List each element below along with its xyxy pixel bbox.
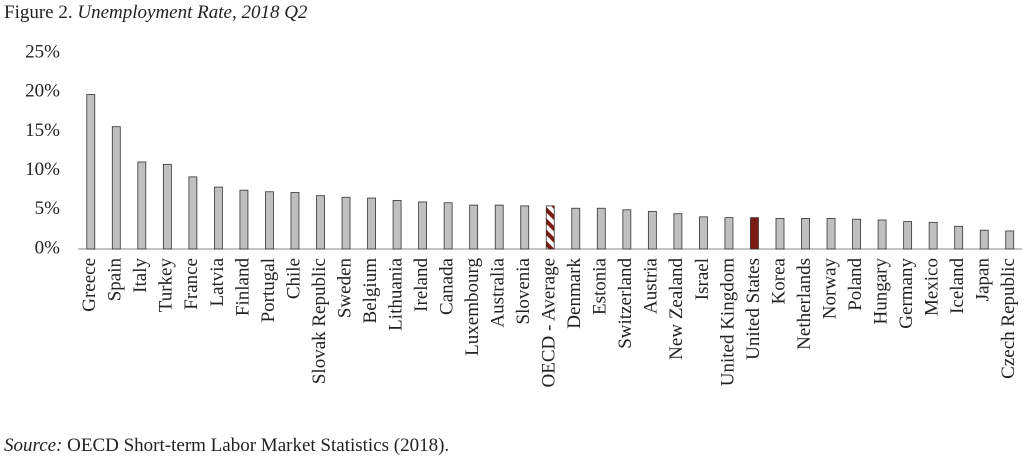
x-tick-label: Lithuania [385, 257, 406, 330]
bar [265, 191, 274, 250]
x-tick-label: Latvia [207, 257, 228, 306]
bar [469, 204, 479, 250]
bar [1005, 230, 1015, 250]
title-text: Unemployment Rate, 2018 Q2 [77, 2, 308, 23]
x-tick-label: Chile [283, 258, 304, 299]
x-tick-label: France [181, 258, 202, 310]
x-tick-label: Norway [819, 258, 840, 320]
bar [877, 219, 887, 250]
bar [699, 216, 708, 250]
x-tick-label: Iceland [947, 258, 968, 314]
y-tick-label: 15% [25, 120, 60, 141]
bar [979, 229, 989, 250]
x-tick-label: Turkey [156, 258, 177, 313]
bar [724, 217, 734, 250]
bar [443, 202, 453, 250]
x-tick-label: Denmark [564, 258, 585, 329]
bar [928, 221, 938, 250]
x-tick-label: Ireland [411, 258, 432, 312]
x-tick-label: Italy [130, 258, 151, 293]
bar [137, 161, 147, 250]
bar [367, 197, 376, 250]
bar [852, 218, 861, 250]
y-tick-label: 5% [35, 198, 61, 219]
x-tick-label: Portugal [258, 258, 279, 322]
x-tick-label: United Kingdom [717, 258, 738, 386]
bar [622, 209, 632, 250]
bar [392, 199, 402, 250]
y-tick-label: 0% [35, 237, 61, 258]
x-tick-label: Finland [232, 258, 253, 317]
x-tick-label: Luxembourg [462, 258, 483, 356]
x-tick-label: Germany [896, 258, 917, 329]
x-tick-label: OECD - Average [539, 258, 560, 387]
x-tick-label: New Zealand [666, 258, 687, 360]
bar [775, 218, 785, 250]
x-tick-label: Switzerland [615, 258, 636, 349]
bar [571, 207, 581, 250]
bar [596, 207, 606, 250]
source-label: Source: [4, 435, 62, 456]
bar [545, 205, 555, 250]
x-tick-label: Slovak Republic [309, 258, 330, 384]
x-tick-label: Estonia [590, 257, 611, 315]
x-tick-label: Canada [437, 257, 458, 315]
bar [86, 94, 96, 250]
chart-title: Figure 2. Unemployment Rate, 2018 Q2 [4, 2, 308, 23]
x-tick-label: Netherlands [794, 258, 815, 350]
bar [673, 213, 683, 250]
title-prefix: Figure 2. [4, 2, 73, 23]
x-tick-label: Japan [973, 258, 994, 302]
x-tick-label: Spain [105, 258, 126, 302]
y-tick-label: 20% [25, 81, 60, 102]
bar [316, 195, 325, 250]
bar [341, 196, 351, 250]
bar [954, 225, 964, 250]
source-note: Source: OECD Short-term Labor Market Sta… [4, 435, 449, 456]
y-tick-label: 25% [25, 41, 60, 62]
bar [418, 201, 428, 250]
x-tick-label: Australia [488, 257, 509, 327]
x-tick-label: Sweden [334, 258, 355, 319]
bar [801, 218, 810, 250]
bar [494, 204, 504, 250]
x-tick-label: Israel [692, 258, 713, 300]
x-tick-label: Czech Republic [998, 258, 1019, 379]
bar [162, 163, 172, 250]
x-tick-label: United States [743, 258, 764, 360]
bar [213, 186, 223, 250]
x-tick-label: Korea [768, 257, 789, 304]
x-tick-label: Austria [641, 257, 662, 314]
bar [903, 221, 913, 250]
x-tick-label: Poland [845, 258, 866, 311]
bar [290, 192, 300, 250]
bar [188, 176, 198, 250]
x-tick-label: Hungary [870, 258, 891, 325]
bar [750, 217, 759, 250]
y-tick-label: 10% [25, 159, 60, 180]
x-tick-label: Slovenia [513, 257, 534, 324]
bar [647, 210, 657, 250]
x-tick-label: Belgium [360, 258, 381, 324]
bar [520, 205, 530, 250]
x-tick-label: Mexico [922, 258, 943, 316]
source-text: OECD Short-term Labor Market Statistics … [67, 435, 449, 456]
bar [826, 218, 836, 250]
bar [239, 189, 249, 250]
bar [111, 126, 121, 250]
x-tick-label: Greece [79, 258, 100, 312]
